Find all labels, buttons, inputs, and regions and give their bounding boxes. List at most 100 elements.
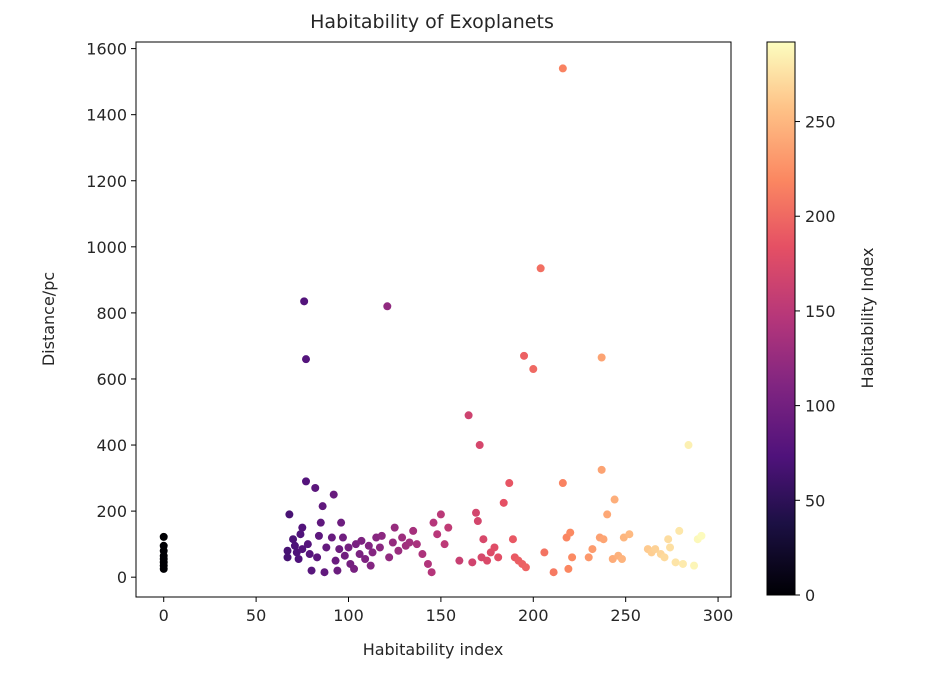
- scatter-point: [625, 530, 634, 539]
- scatter-point: [436, 510, 445, 519]
- scatter-point: [418, 550, 427, 559]
- scatter-point: [366, 561, 375, 570]
- scatter-point: [584, 553, 593, 562]
- colorbar-ticks: 0 50 100 150 200 250: [795, 113, 836, 605]
- scatter-point: [472, 508, 480, 517]
- scatter-point: [664, 535, 673, 544]
- scatter-point: [390, 523, 399, 532]
- scatter-point: [508, 535, 517, 544]
- colorbar-label: Habitability Index: [858, 248, 877, 389]
- scatter-point: [357, 536, 366, 545]
- scatter-point: [337, 518, 346, 527]
- scatter-point: [684, 441, 693, 450]
- scatter-points: [159, 64, 706, 577]
- chart-title: Habitability of Exoplanets: [310, 11, 554, 33]
- y-axis-ticks: 0 200 400 600 800 1000 1200 1400 1600: [86, 40, 136, 587]
- scatter-point: [444, 523, 453, 532]
- scatter-point: [558, 479, 567, 488]
- scatter-point: [303, 540, 312, 549]
- scatter-point: [440, 540, 449, 549]
- scatter-point: [479, 535, 488, 544]
- scatter-point: [564, 564, 573, 573]
- scatter-point: [338, 533, 347, 542]
- scatter-point: [473, 517, 482, 526]
- colorbar-tick-label: 200: [805, 207, 836, 226]
- scatter-point: [333, 566, 342, 575]
- scatter-point: [377, 531, 386, 540]
- scatter-point: [290, 541, 299, 550]
- x-tick-label: 250: [610, 606, 641, 625]
- scatter-point: [666, 543, 675, 552]
- scatter-point: [651, 545, 660, 554]
- scatter-point: [383, 302, 392, 311]
- scatter-point: [340, 551, 349, 560]
- x-axis-label: Habitability index: [363, 640, 504, 659]
- scatter-point: [327, 533, 336, 542]
- colorbar: [766, 41, 796, 596]
- scatter-point: [294, 555, 303, 564]
- scatter-point: [320, 568, 329, 577]
- scatter-point: [302, 355, 310, 364]
- scatter-point: [361, 555, 370, 564]
- scatter-point: [283, 546, 292, 555]
- x-tick-label: 0: [159, 606, 169, 625]
- scatter-point: [314, 531, 323, 540]
- scatter-point: [364, 541, 373, 550]
- x-tick-label: 50: [246, 606, 266, 625]
- plot-area: [135, 41, 732, 598]
- x-axis-ticks: 0 50 100 150 200 250 300: [159, 597, 734, 625]
- scatter-point: [675, 526, 684, 535]
- scatter-point: [302, 477, 310, 486]
- scatter-point: [483, 556, 492, 565]
- scatter-point: [690, 561, 699, 570]
- scatter-point: [311, 483, 320, 492]
- y-tick-label: 200: [96, 502, 127, 521]
- scatter-point: [289, 535, 298, 544]
- x-tick-label: 300: [703, 606, 734, 625]
- scatter-point: [429, 518, 438, 527]
- scatter-point: [529, 365, 538, 374]
- scatter-point: [344, 543, 353, 552]
- scatter-point: [610, 495, 619, 504]
- scatter-point: [660, 553, 669, 562]
- scatter-point: [298, 523, 307, 532]
- colorbar-tick-label: 50: [805, 491, 825, 510]
- scatter-point: [296, 530, 305, 539]
- colorbar-tick-label: 0: [805, 586, 815, 605]
- scatter-point: [494, 553, 503, 562]
- scatter-point: [412, 540, 421, 549]
- scatter-point: [350, 564, 359, 573]
- scatter-point: [468, 558, 477, 567]
- scatter-point: [671, 558, 680, 567]
- scatter-point: [427, 568, 436, 577]
- scatter-point: [475, 441, 484, 450]
- scatter-point: [433, 530, 442, 539]
- scatter-point: [388, 538, 397, 547]
- scatter-point: [316, 518, 325, 527]
- scatter-point: [490, 543, 499, 552]
- scatter-point: [423, 559, 432, 568]
- scatter-point: [322, 543, 331, 552]
- scatter-point: [318, 502, 327, 511]
- scatter-point: [335, 545, 344, 554]
- colorbar-tick-label: 100: [805, 397, 836, 416]
- scatter-point: [307, 566, 316, 575]
- y-tick-label: 1600: [86, 40, 127, 59]
- scatter-point: [568, 553, 577, 562]
- scatter-point: [285, 510, 294, 519]
- colorbar-tick-label: 150: [805, 302, 836, 321]
- colorbar-tick-label: 250: [805, 113, 836, 132]
- scatter-point: [329, 490, 338, 499]
- scatter-point: [540, 548, 549, 557]
- scatter-point: [597, 353, 606, 362]
- scatter-point: [678, 559, 687, 568]
- y-tick-label: 600: [96, 370, 127, 389]
- scatter-point: [298, 545, 307, 554]
- scatter-point: [331, 556, 340, 565]
- y-axis-label: Distance/pc: [39, 272, 58, 366]
- scatter-point: [305, 550, 314, 559]
- scatter-point: [566, 528, 575, 537]
- y-tick-label: 0: [117, 568, 127, 587]
